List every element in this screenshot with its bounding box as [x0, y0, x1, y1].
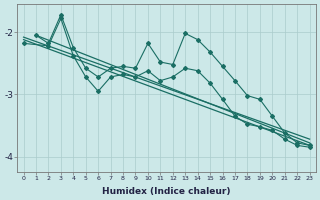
- X-axis label: Humidex (Indice chaleur): Humidex (Indice chaleur): [102, 187, 231, 196]
